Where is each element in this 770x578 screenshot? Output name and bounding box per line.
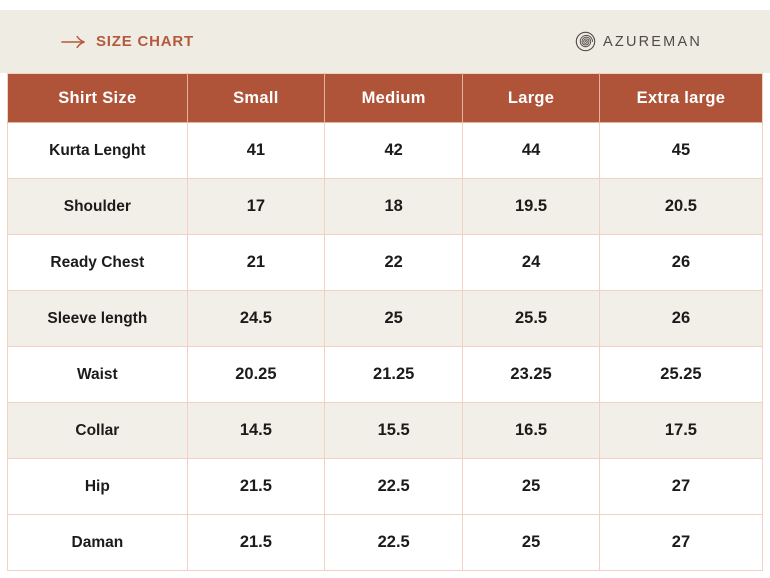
cell-value: 20.5 [598,178,764,235]
brand-name: AZUREMAN [603,33,702,50]
cell-value: 44 [462,122,600,179]
cell-value: 26 [598,290,764,347]
cell-value: 25 [462,514,600,571]
row-label: Kurta Lenght [7,122,188,179]
row-label: Sleeve length [7,290,188,347]
cell-value: 17.5 [598,402,764,459]
row-label: Daman [7,514,188,571]
cell-value: 26 [598,234,764,291]
column-header-extra-large: Extra large [598,73,764,123]
cell-value: 25 [324,290,464,347]
cell-value: 21.5 [186,458,326,515]
column-header-shirt-size: Shirt Size [7,73,188,123]
cell-value: 45 [598,122,764,179]
table-header-row: Shirt Size Small Medium Large Extra larg… [7,73,764,123]
cell-value: 21 [186,234,326,291]
cell-value: 18 [324,178,464,235]
cell-value: 21.5 [186,514,326,571]
cell-value: 27 [598,458,764,515]
cell-value: 23.25 [462,346,600,403]
arrow-right-icon [60,34,86,50]
page-title: SIZE CHART [96,33,194,50]
cell-value: 21.25 [324,346,464,403]
cell-value: 14.5 [186,402,326,459]
cell-value: 22.5 [324,458,464,515]
row-label: Hip [7,458,188,515]
table-row: Ready Chest 21 22 24 26 [7,234,764,291]
size-chart-table: Shirt Size Small Medium Large Extra larg… [7,73,764,571]
cell-value: 16.5 [462,402,600,459]
cell-value: 22 [324,234,464,291]
table-row: Shoulder 17 18 19.5 20.5 [7,178,764,235]
spiral-logo-icon [575,31,596,52]
row-label: Ready Chest [7,234,188,291]
table-row: Hip 21.5 22.5 25 27 [7,458,764,515]
table-row: Kurta Lenght 41 42 44 45 [7,122,764,179]
size-chart-table-wrap: Shirt Size Small Medium Large Extra larg… [7,73,764,571]
cell-value: 15.5 [324,402,464,459]
row-label: Shoulder [7,178,188,235]
column-header-medium: Medium [324,73,464,123]
cell-value: 42 [324,122,464,179]
cell-value: 25 [462,458,600,515]
cell-value: 24.5 [186,290,326,347]
table-row: Daman 21.5 22.5 25 27 [7,514,764,571]
cell-value: 25.25 [598,346,764,403]
row-label: Collar [7,402,188,459]
page-title-group: SIZE CHART [60,33,194,50]
cell-value: 41 [186,122,326,179]
brand-group: AZUREMAN [575,31,702,52]
row-label: Waist [7,346,188,403]
table-row: Sleeve length 24.5 25 25.5 26 [7,290,764,347]
top-band: SIZE CHART AZUREMAN [0,10,770,73]
cell-value: 17 [186,178,326,235]
cell-value: 25.5 [462,290,600,347]
cell-value: 22.5 [324,514,464,571]
table-row: Waist 20.25 21.25 23.25 25.25 [7,346,764,403]
column-header-large: Large [462,73,600,123]
cell-value: 27 [598,514,764,571]
cell-value: 20.25 [186,346,326,403]
column-header-small: Small [186,73,326,123]
cell-value: 19.5 [462,178,600,235]
table-row: Collar 14.5 15.5 16.5 17.5 [7,402,764,459]
cell-value: 24 [462,234,600,291]
